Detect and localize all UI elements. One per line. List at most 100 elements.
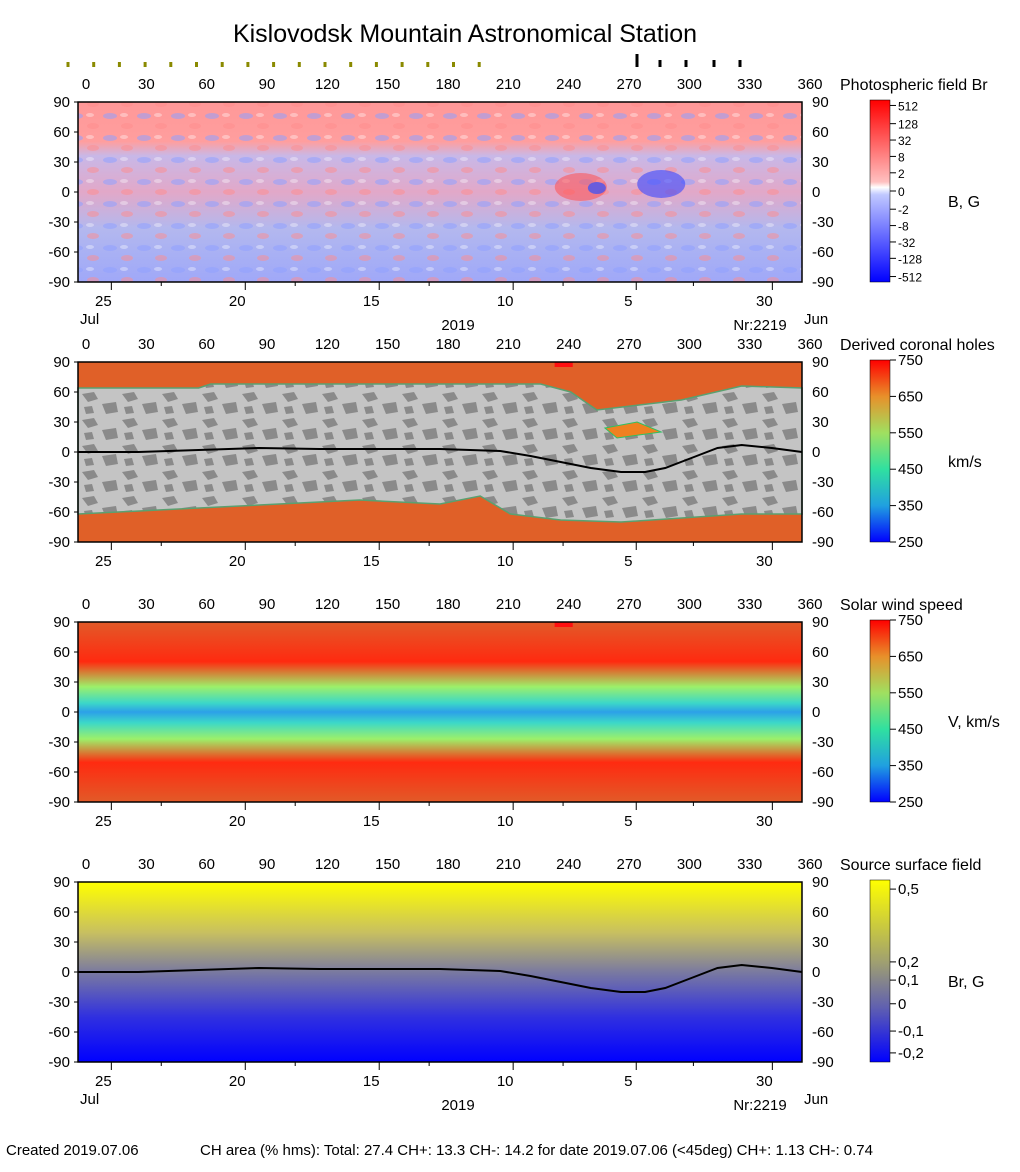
- latitude-tick-label-left: 60: [53, 124, 70, 141]
- page-title: Kislovodsk Mountain Astronomical Station: [232, 20, 698, 48]
- latitude-tick-label-left: 0: [62, 704, 70, 721]
- colorbar-tick-label: 0,5: [898, 881, 919, 898]
- longitude-tick-label: 0: [82, 856, 90, 873]
- month-label-left: Jul: [80, 1091, 99, 1108]
- neutral-line: [78, 963, 803, 993]
- active-region-negative: [587, 182, 606, 194]
- date-tick-label: 10: [497, 293, 514, 310]
- latitude-tick-label-right: 0: [812, 184, 820, 201]
- latitude-tick-label-right: -90: [812, 534, 834, 551]
- map-area: [78, 622, 802, 802]
- colorbar-tick-label: -0,2: [898, 1045, 924, 1062]
- latitude-tick-label-left: 90: [53, 614, 70, 631]
- longitude-tick-label: 180: [435, 76, 460, 93]
- closed-field-region: [77, 383, 803, 523]
- latitude-tick-label-right: -60: [812, 1024, 834, 1041]
- longitude-tick-label: 120: [315, 336, 340, 353]
- longitude-tick-label: 0: [82, 596, 90, 613]
- colorbar-tick-label: 650: [898, 388, 923, 405]
- latitude-tick-label-right: -30: [812, 474, 834, 491]
- map-texture: [78, 102, 802, 282]
- longitude-tick-label: 150: [375, 856, 400, 873]
- colorbar-tick-label: 450: [898, 721, 923, 738]
- latitude-tick-label-right: 90: [812, 614, 829, 631]
- latitude-tick-label-left: -30: [48, 474, 70, 491]
- colorbar: [869, 359, 891, 543]
- latitude-tick-label-left: 0: [62, 444, 70, 461]
- latitude-tick-label-right: 0: [812, 444, 820, 461]
- longitude-tick-label: 240: [556, 856, 581, 873]
- carrington-rotation-label: Nr:2219: [733, 1097, 786, 1114]
- latitude-tick-label-right: -30: [812, 734, 834, 751]
- latitude-tick-label-right: 90: [812, 354, 829, 371]
- date-tick-label: 15: [363, 1073, 380, 1090]
- longitude-tick-label: 90: [259, 856, 276, 873]
- colorbar-tick-label: -512: [898, 271, 922, 285]
- longitude-tick-label: 60: [198, 596, 215, 613]
- longitude-tick-label: 270: [616, 336, 641, 353]
- latitude-tick-label-left: 30: [53, 154, 70, 171]
- longitude-tick-label: 300: [677, 336, 702, 353]
- latitude-tick-label-right: 30: [812, 934, 829, 951]
- longitude-tick-label: 330: [737, 856, 762, 873]
- active-region-positive: [554, 173, 607, 201]
- date-tick-label: 30: [756, 813, 773, 830]
- map-area: [78, 882, 802, 1062]
- longitude-tick-label: 330: [737, 596, 762, 613]
- latitude-tick-label-right: 60: [812, 904, 829, 921]
- colorbar-tick-label: 750: [898, 612, 923, 629]
- coronal-hole-patch: [603, 421, 664, 439]
- longitude-tick-label: 360: [797, 856, 822, 873]
- carrington-rotation-label: Nr:2219: [733, 317, 786, 334]
- latitude-tick-label-right: 0: [812, 964, 820, 981]
- colorbar-tick-label: 32: [898, 134, 912, 148]
- date-tick-label: 25: [95, 813, 112, 830]
- ch-area-stats: CH area (% hms): Total: 27.4 CH+: 13.3 C…: [200, 1142, 873, 1159]
- colorbar-unit-label: B, G: [948, 194, 980, 211]
- longitude-tick-label: 300: [677, 76, 702, 93]
- panel-title: Solar wind speed: [840, 597, 963, 614]
- longitude-tick-label: 60: [198, 336, 215, 353]
- latitude-tick-label-left: 30: [53, 674, 70, 691]
- colorbar-tick-label: 2: [898, 167, 905, 181]
- longitude-tick-label: 120: [315, 856, 340, 873]
- colorbar-tick-label: -8: [898, 220, 909, 234]
- longitude-tick-label: 240: [556, 76, 581, 93]
- longitude-tick-label: 180: [435, 336, 460, 353]
- date-tick-label: 15: [363, 293, 380, 310]
- longitude-tick-label: 210: [496, 856, 521, 873]
- colorbar-unit-label: km/s: [948, 454, 982, 471]
- latitude-tick-label-left: -60: [48, 504, 70, 521]
- longitude-tick-label: 270: [616, 596, 641, 613]
- longitude-tick-label: 0: [82, 76, 90, 93]
- latitude-tick-label-right: -30: [812, 994, 834, 1011]
- latitude-tick-label-right: 60: [812, 384, 829, 401]
- latitude-tick-label-left: -30: [48, 734, 70, 751]
- longitude-tick-label: 210: [496, 596, 521, 613]
- date-tick-label: 20: [229, 553, 246, 570]
- colorbar-tick-label: -0,1: [898, 1023, 924, 1040]
- latitude-tick-label-right: -90: [812, 1054, 834, 1071]
- longitude-tick-label: 60: [198, 856, 215, 873]
- colorbar: [869, 619, 891, 803]
- longitude-tick-label: 270: [616, 856, 641, 873]
- latitude-tick-label-right: -60: [812, 764, 834, 781]
- year-label: 2019: [441, 1097, 474, 1114]
- longitude-tick-label: 210: [496, 336, 521, 353]
- date-tick-label: 25: [95, 1073, 112, 1090]
- longitude-tick-label: 150: [375, 336, 400, 353]
- latitude-tick-label-left: -90: [48, 794, 70, 811]
- latitude-tick-label-right: -30: [812, 214, 834, 231]
- longitude-tick-label: 90: [259, 596, 276, 613]
- longitude-tick-label: 120: [315, 76, 340, 93]
- latitude-tick-label-left: -90: [48, 274, 70, 291]
- colorbar: [869, 99, 891, 283]
- latitude-tick-label-right: 60: [812, 124, 829, 141]
- latitude-tick-label-left: -30: [48, 214, 70, 231]
- panel-title: Photospheric field Br: [840, 77, 988, 94]
- date-tick-label: 10: [497, 1073, 514, 1090]
- date-tick-label: 30: [756, 1073, 773, 1090]
- created-date: Created 2019.07.06: [6, 1142, 139, 1159]
